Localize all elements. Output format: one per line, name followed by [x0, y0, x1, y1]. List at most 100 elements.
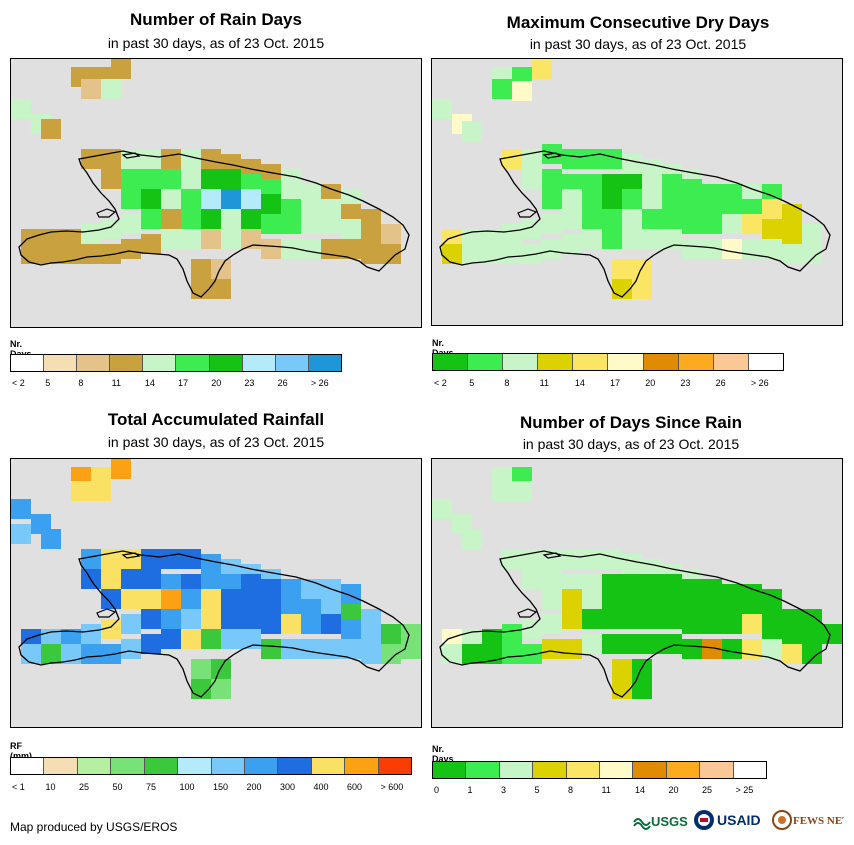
coastline: [439, 150, 831, 298]
grid-cell: [542, 614, 562, 634]
legend-swatch: [44, 758, 78, 774]
grid-cell: [201, 554, 221, 574]
grid-cell: [542, 239, 562, 259]
grid-cell: [221, 189, 241, 209]
legend-swatch: [643, 354, 679, 370]
legend-label: 25: [79, 782, 90, 792]
gonave-island: [517, 608, 538, 618]
legend-bar: [10, 757, 412, 775]
legend-swatch: [110, 355, 144, 371]
legend-swatch: [143, 355, 177, 371]
grid-cell: [221, 169, 241, 189]
grid-cell: [742, 214, 762, 234]
grid-cell: [61, 244, 81, 264]
legend-swatch: [278, 758, 312, 774]
grid-cell: [281, 614, 301, 634]
legend-swatch: [678, 354, 714, 370]
map-subtitle: in past 30 days, as of 23 Oct. 2015: [529, 36, 747, 52]
grid-cell: [762, 639, 782, 659]
legend-label: > 25: [735, 785, 754, 795]
grid-cell: [61, 644, 81, 664]
grid-cell: [381, 644, 401, 664]
grid-cell: [101, 619, 121, 639]
legend-bar: [10, 354, 342, 372]
grid-cell: [642, 589, 662, 609]
legend-label: 11: [111, 378, 121, 388]
map-days-since-rain: [431, 458, 843, 728]
grid-cell: [602, 189, 622, 209]
grid-cell: [161, 149, 181, 169]
grid-cell: [201, 629, 221, 649]
legend-swatch: [275, 355, 309, 371]
grid-cell: [582, 209, 602, 229]
grid-cell: [582, 549, 602, 569]
grid-cell: [281, 239, 301, 259]
legend-swatch: [176, 355, 210, 371]
grid-cell: [111, 59, 131, 79]
grid-cell: [442, 244, 462, 264]
legend-bar: [432, 353, 784, 371]
grid-cell: [482, 644, 502, 664]
grid-cell: [381, 624, 401, 644]
grid-cell: [682, 614, 702, 634]
grid-cell: [702, 214, 722, 234]
grid-cell: [261, 614, 281, 634]
legend-label: 17: [178, 378, 189, 388]
grid-cell: [632, 279, 652, 299]
grid-cell: [261, 194, 281, 214]
grid-cell: [602, 549, 622, 569]
grid-cell: [211, 259, 231, 279]
grid-cell: [141, 634, 161, 654]
grid-cell: [612, 679, 632, 699]
legend-label: 11: [539, 378, 549, 388]
grid-cell: [161, 189, 181, 209]
grid-cell: [562, 189, 582, 209]
grid-cell: [181, 169, 201, 189]
legend-swatch: [178, 758, 212, 774]
legend-label: 14: [635, 785, 646, 795]
grid-cell: [612, 279, 632, 299]
legend-swatch: [209, 355, 243, 371]
grid-cell: [161, 169, 181, 189]
legend-label: 20: [668, 785, 679, 795]
grid-cell: [542, 189, 562, 209]
usaid-logo[interactable]: USAID: [692, 806, 770, 834]
grid-cell: [722, 639, 742, 659]
grid-cell: [211, 679, 231, 699]
fewsnet-logo[interactable]: FEWS NET: [772, 806, 844, 834]
grid-cell: [201, 209, 221, 229]
grid-cell: [682, 639, 702, 659]
legend-swatch: [433, 762, 467, 778]
map-subtitle: in past 30 days, as of 23 Oct. 2015: [107, 35, 325, 51]
grid-cell: [161, 609, 181, 629]
grid-cell: [161, 209, 181, 229]
legend-label: 400: [313, 782, 329, 792]
grid-cell: [241, 189, 261, 209]
gonave-island: [96, 208, 117, 218]
usaid-logo-text: USAID: [717, 812, 761, 828]
grid-cell: [101, 589, 121, 609]
grid-cell: [81, 624, 101, 644]
usgs-logo[interactable]: USGS: [632, 806, 688, 834]
grid-cell: [161, 589, 181, 609]
legend-swatch: [566, 762, 601, 778]
grid-cell: [492, 79, 512, 99]
grid-cell: [662, 209, 682, 229]
legend-swatch: [503, 354, 539, 370]
map-canvas: [11, 459, 421, 699]
legend-swatch: [468, 354, 504, 370]
grid-cell: [221, 229, 241, 249]
legend-swatch: [311, 758, 346, 774]
legend-swatch: [11, 355, 45, 371]
grid-cell: [21, 644, 41, 664]
grid-cell: [662, 229, 682, 249]
grid-cell: [512, 81, 532, 101]
grid-cell: [642, 634, 662, 654]
map-total-rainfall: [10, 458, 422, 728]
legend-swatch: [433, 354, 469, 370]
grid-cell: [261, 594, 281, 614]
grid-cell: [492, 481, 512, 501]
grid-cell: [211, 279, 231, 299]
grid-cell: [662, 574, 682, 594]
grid-cell: [622, 189, 642, 209]
